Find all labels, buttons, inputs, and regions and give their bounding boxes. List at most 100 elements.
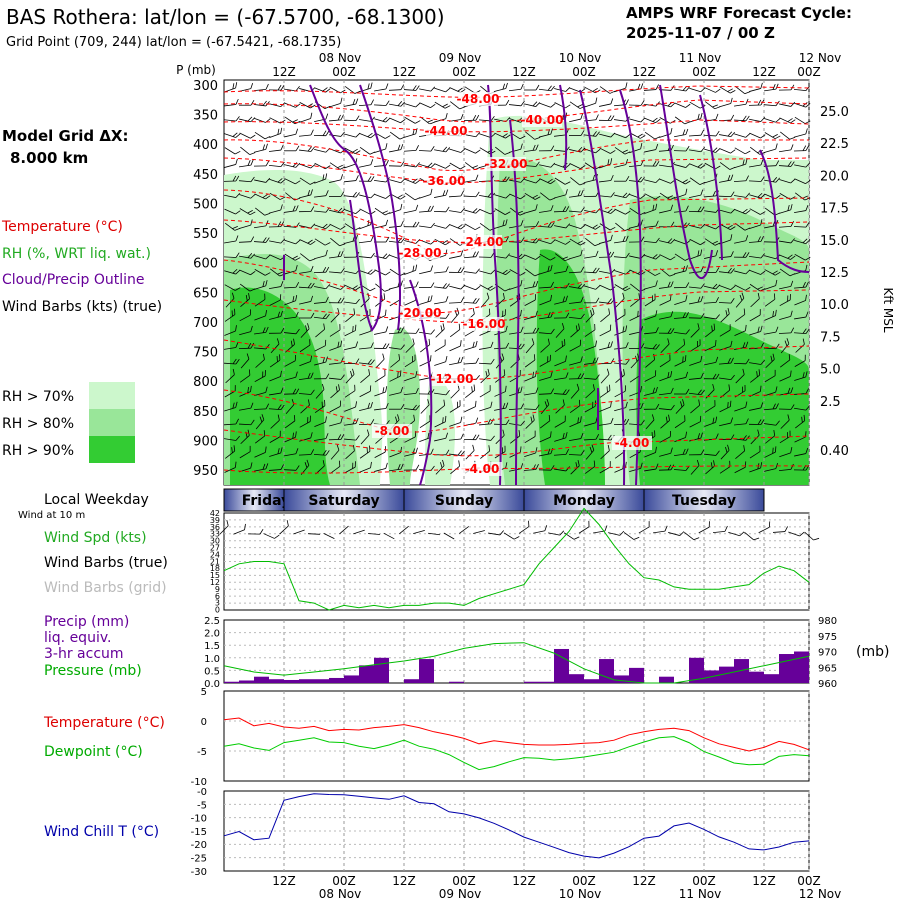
wind-barb-flag [235,133,241,138]
wind-barb [464,340,478,351]
wind-barb-shaft [554,225,566,229]
wind-barb [463,251,479,259]
wind-barb-shaft [712,530,726,534]
wind-barb-flag [772,353,775,360]
wind-barb-shaft [358,256,372,259]
wind-barb-flag [262,280,265,287]
wind-barb [494,193,511,199]
wind-barb-shaft [434,437,446,442]
wind-barb-shaft [224,222,236,231]
wind-barb [344,358,360,365]
wind-barb-flag [805,294,807,301]
wind-barb-flag [667,238,673,243]
wind-barb [555,399,565,414]
wind-barb-flag [745,210,751,215]
wind-barb [629,462,643,473]
wind-barb-shaft [479,406,491,412]
wind-barb-shaft [478,362,492,365]
wind-barb [268,464,284,471]
wind-barb-flag [399,370,402,377]
wind-barb-shaft [223,423,237,426]
wind-barb [644,143,659,153]
surface-wind-barb [533,525,548,534]
wind-barb-flag [561,340,563,347]
wind-barb-flag [384,369,386,376]
wind-barb [719,417,734,427]
wind-barb-shaft [284,116,296,125]
wind-barb [599,461,611,474]
wind-barb-flag [445,87,451,93]
wind-barb-flag [789,430,791,437]
wind-barb-flag [280,327,285,334]
wind-barb-shaft [719,422,731,427]
wind-barb-shaft [644,254,656,260]
wind-barb-flag [460,450,465,456]
wind-speed-tick: 36 [210,523,220,532]
wind-barb-shaft [284,88,296,92]
wind-barb-shaft [479,346,491,350]
wind-barb-flag [430,222,435,228]
wind-barb [254,370,266,383]
wind-barb-flag [668,414,670,421]
wind-barb-shaft [269,436,281,443]
wind-barb-flag [565,466,570,472]
wind-barb-flag [530,416,533,423]
wind-barb-flag [547,448,551,455]
wind-barb-shaft [269,254,281,261]
wind-barb-shaft [224,194,236,198]
wind-barb-shaft [705,329,715,338]
wind-barb-shaft [644,392,656,396]
wind-barb-flag [400,84,405,90]
wind-barb [403,85,420,91]
wind-barb [690,323,700,338]
wind-barb [225,445,236,459]
wind-barb [373,402,389,411]
wind-barb-shaft [525,343,535,354]
wind-barb-flag [742,386,743,393]
wind-barb-shaft [779,315,791,321]
wind-barb [224,341,239,350]
wind-barb-flag [578,399,581,406]
wind-speed-line [223,507,810,611]
wind-barb-flag [577,460,580,466]
wind-barb [329,174,344,183]
wind-barb [299,312,315,319]
wind-barb-flag [415,281,419,288]
wind-barb-shaft [778,225,792,228]
wind-barb-shaft [269,359,281,368]
wind-barb-flag [475,434,480,440]
wind-barb-shaft [583,271,597,274]
wind-barb-shaft [763,104,777,107]
wind-barb-flag [370,82,373,89]
wind-barb-shaft [480,450,490,459]
wind-barb-shaft [358,362,372,365]
wind-barb [718,267,735,274]
wind-barb-shaft [238,423,252,426]
wind-barb [404,371,418,382]
precip-sub2: 3-hr accum [44,646,124,662]
wind-barb-flag [505,342,510,349]
wind-barb [284,145,300,152]
wind-barb-flag [235,418,239,425]
wind-barb [570,383,580,399]
wind-barb-flag [352,285,358,290]
wind-barb-shaft [644,193,656,200]
wind-barb-shaft [284,436,296,443]
wind-barb-flag [760,325,763,332]
wind-barb [283,328,300,335]
wind-barb-flag [727,131,733,137]
wind-barb [315,383,325,399]
wind-barb-flag [760,236,764,242]
wind-barb-flag [715,416,718,423]
wind-barb [599,98,614,107]
wind-barb-shaft [673,317,687,319]
wind-barb-flag [235,158,238,165]
wind-barb-flag [263,430,266,437]
wind-barb-flag [502,220,505,227]
wind-barb [643,160,660,167]
wind-barb-shaft [674,164,686,168]
wind-barb [734,147,751,155]
wind-barb-flag [429,415,431,422]
wind-barb-shaft [224,208,236,215]
wind-barb-shaft [404,117,416,124]
